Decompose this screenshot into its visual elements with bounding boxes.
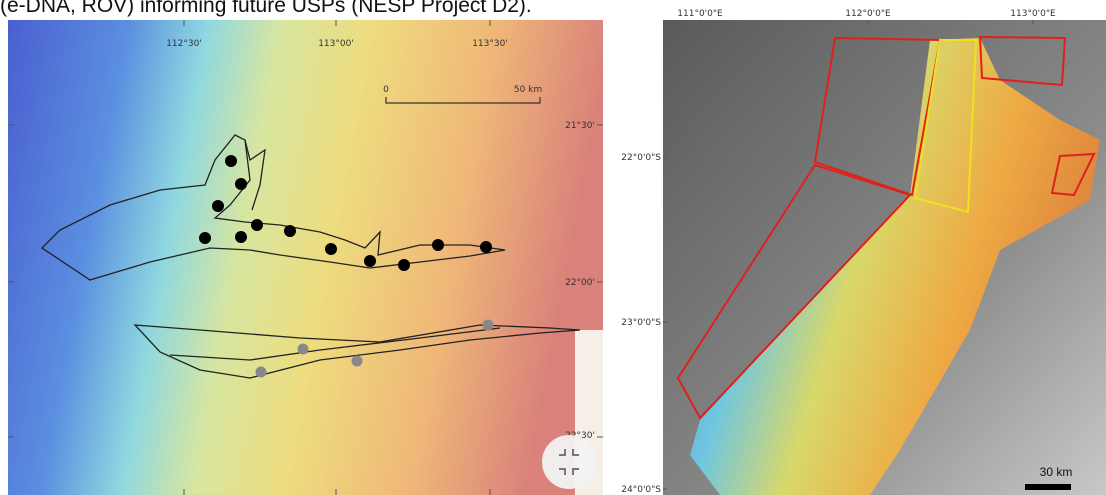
scale-label: 0 bbox=[383, 85, 389, 95]
latitude-label: 24°0'0"S bbox=[621, 485, 661, 495]
scale-label: 30 km bbox=[1040, 465, 1073, 479]
longitude-label: 113°30' bbox=[472, 39, 508, 49]
longitude-label: 113°0'0"E bbox=[1010, 9, 1056, 19]
latitude-label: 23°0'0"S bbox=[621, 318, 661, 328]
fullscreen-button[interactable] bbox=[542, 435, 596, 489]
right-map: 111°0'0"E 112°0'0"E 113°0'0"E 22°0'0"S 2… bbox=[621, 9, 1106, 495]
latitude-label: 21°30' bbox=[565, 121, 595, 131]
left-map: 112°30' 113°00' 113°30' 21°30' 22°00' 22… bbox=[8, 20, 603, 495]
longitude-label: 111°0'0"E bbox=[677, 9, 723, 19]
latitude-label: 22°0'0"S bbox=[621, 153, 661, 163]
longitude-label: 112°30' bbox=[166, 39, 202, 49]
longitude-label: 113°00' bbox=[318, 39, 354, 49]
longitude-label: 112°0'0"E bbox=[845, 9, 891, 19]
page: (e-DNA, ROV) informing future USPs (NESP… bbox=[0, 0, 1106, 495]
scale-label: 50 km bbox=[514, 85, 542, 95]
caption: (e-DNA, ROV) informing future USPs (NESP… bbox=[0, 0, 532, 17]
latitude-label: 22°00' bbox=[565, 278, 595, 288]
